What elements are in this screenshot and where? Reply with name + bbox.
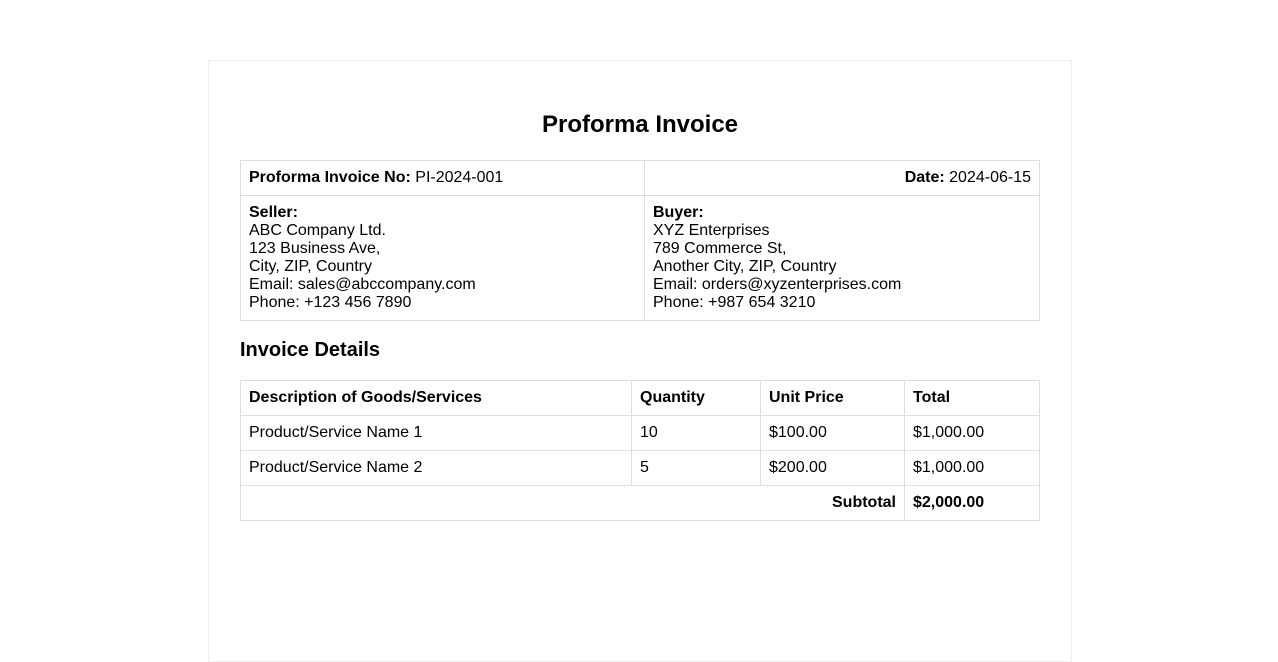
seller-info: Seller: ABC Company Ltd. 123 Business Ave,… bbox=[240, 195, 645, 321]
table-row: Product/Service Name 2 5 $200.00 $1,000.00 bbox=[240, 450, 1040, 486]
section-heading: Invoice Details bbox=[240, 339, 381, 361]
subtotal-value: $2,000.00 bbox=[904, 485, 1040, 521]
subtotal-row: Subtotal $2,000.00 bbox=[240, 485, 1040, 521]
page-title: Proforma Invoice bbox=[541, 111, 739, 138]
column-header: Total bbox=[904, 380, 1040, 416]
table-header-row: Description of Goods/Services Quantity U… bbox=[240, 380, 1040, 416]
table-row: Product/Service Name 1 10 $100.00 $1,000.00 bbox=[240, 415, 1040, 451]
items-table: Description of Goods/Services Quantity U… bbox=[240, 380, 1040, 521]
invoice-date: Date: 2024-06-15 bbox=[644, 160, 1040, 196]
column-header: Quantity bbox=[631, 380, 761, 416]
buyer-info: Buyer: XYZ Enterprises 789 Commerce St, Ano… bbox=[644, 195, 1040, 321]
invoice-number: Proforma Invoice No: PI-2024-001 bbox=[240, 160, 645, 196]
subtotal-label: Subtotal bbox=[240, 485, 905, 521]
column-header: Description of Goods/Services bbox=[240, 380, 632, 416]
invoice-header-table: Proforma Invoice No: PI-2024-001 Date: 2… bbox=[240, 160, 1040, 321]
invoice-page: Proforma Invoice Proforma Invoice No: PI… bbox=[208, 60, 1072, 662]
column-header: Unit Price bbox=[760, 380, 905, 416]
